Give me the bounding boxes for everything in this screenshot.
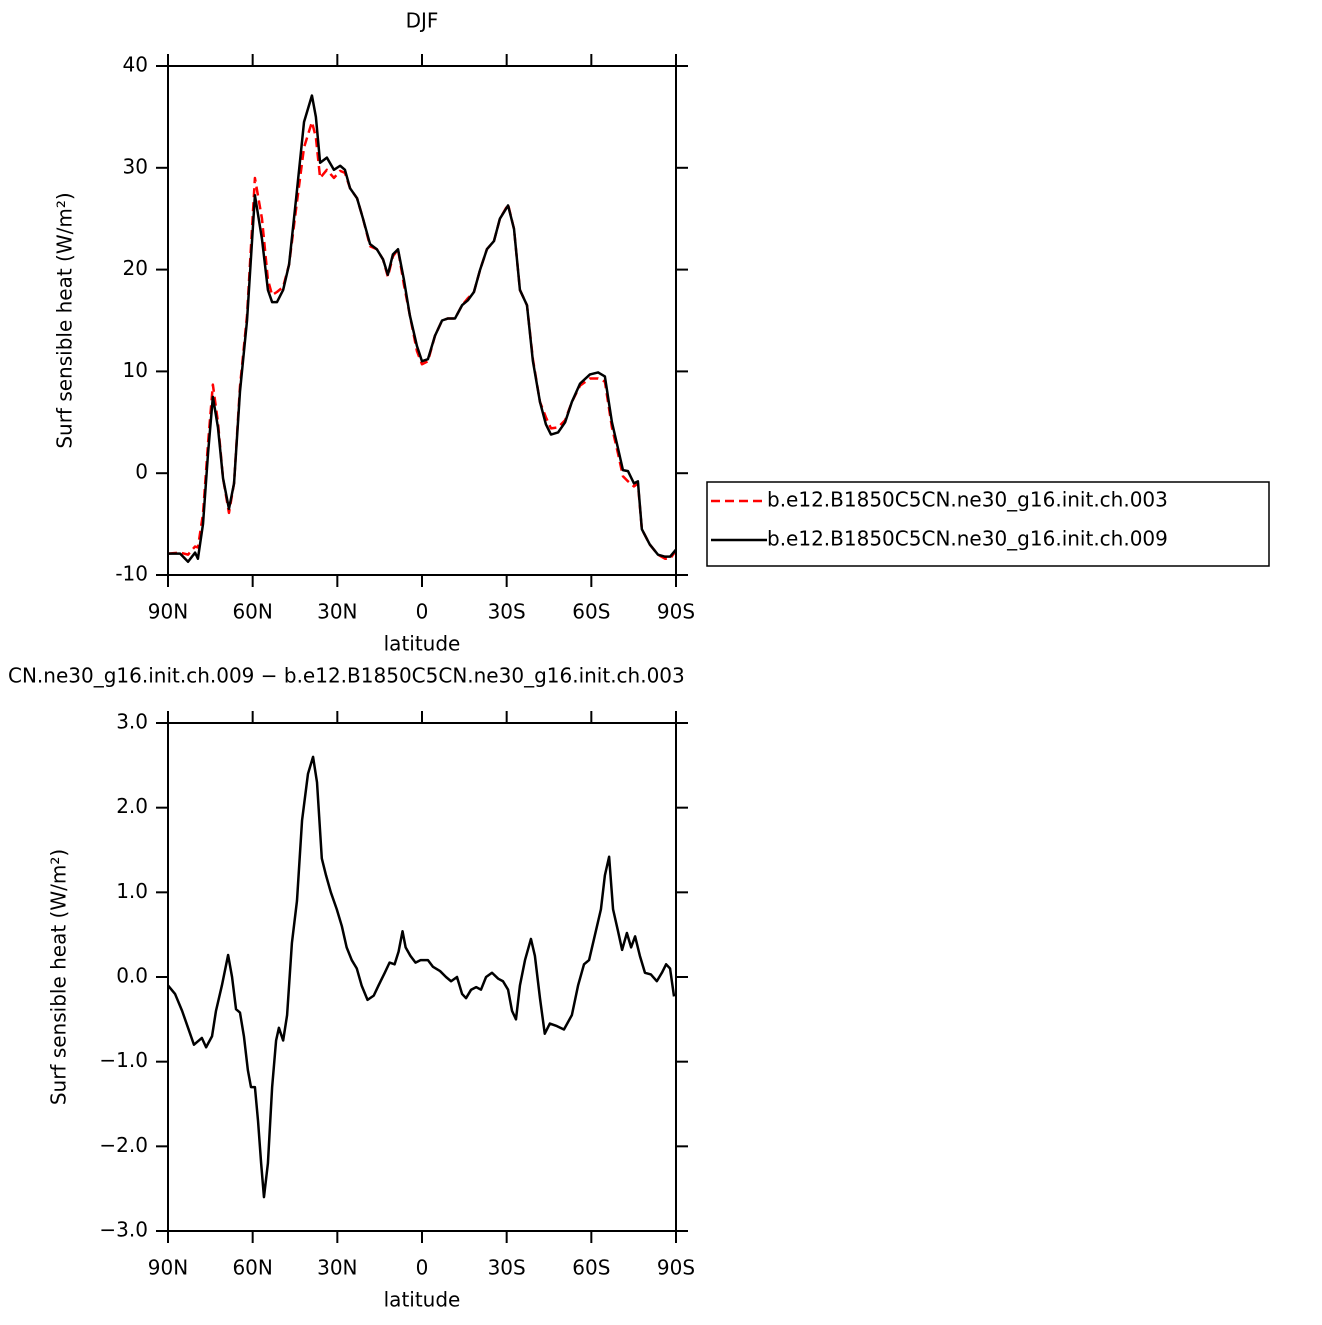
y-tick-label: 40 <box>123 53 148 77</box>
x-tick-label: 30S <box>488 600 526 624</box>
x-tick-label: 30N <box>317 600 357 624</box>
y-tick-label: -10 <box>115 562 148 586</box>
x-tick-label: 0 <box>416 600 429 624</box>
x-tick-label: 30N <box>317 1256 357 1280</box>
chart-title: CN.ne30_g16.init.ch.009 − b.e12.B1850C5C… <box>8 664 685 688</box>
data-line <box>168 94 677 564</box>
x-tick-label: 90S <box>657 1256 695 1280</box>
x-tick-label: 60S <box>572 600 610 624</box>
x-tick-label: 30S <box>488 1256 526 1280</box>
y-tick-label: −3.0 <box>99 1218 148 1242</box>
x-tick-label: 60S <box>572 1256 610 1280</box>
x-tick-label: 0 <box>416 1256 429 1280</box>
y-tick-label: 10 <box>123 358 148 382</box>
chart-title: DJF <box>406 9 439 33</box>
x-tick-label: 90N <box>148 600 188 624</box>
data-line <box>167 755 676 1199</box>
y-tick-label: 1.0 <box>116 879 148 903</box>
y-tick-label: 30 <box>123 154 148 178</box>
y-tick-label: −2.0 <box>99 1133 148 1157</box>
plot-frame <box>167 722 677 1232</box>
y-tick-label: 2.0 <box>116 794 148 818</box>
y-tick-label: 0.0 <box>116 964 148 988</box>
plot-frame <box>167 65 677 576</box>
x-axis-label: latitude <box>384 632 461 656</box>
y-tick-label: 20 <box>123 256 148 280</box>
y-axis-label: Surf sensible heat (W/m²) <box>53 192 77 448</box>
legend-box <box>706 481 1270 567</box>
y-axis-label: Surf sensible heat (W/m²) <box>47 849 71 1105</box>
y-tick-label: 3.0 <box>116 710 148 734</box>
x-tick-label: 90S <box>657 600 695 624</box>
x-axis-label: latitude <box>384 1288 461 1312</box>
y-tick-label: −1.0 <box>99 1048 148 1072</box>
legend-label: b.e12.B1850C5CN.ne30_g16.init.ch.003 <box>767 488 1168 512</box>
legend-label: b.e12.B1850C5CN.ne30_g16.init.ch.009 <box>767 527 1168 551</box>
x-tick-label: 60N <box>232 600 272 624</box>
y-tick-label: 0 <box>135 460 148 484</box>
x-tick-label: 60N <box>232 1256 272 1280</box>
x-tick-label: 90N <box>148 1256 188 1280</box>
